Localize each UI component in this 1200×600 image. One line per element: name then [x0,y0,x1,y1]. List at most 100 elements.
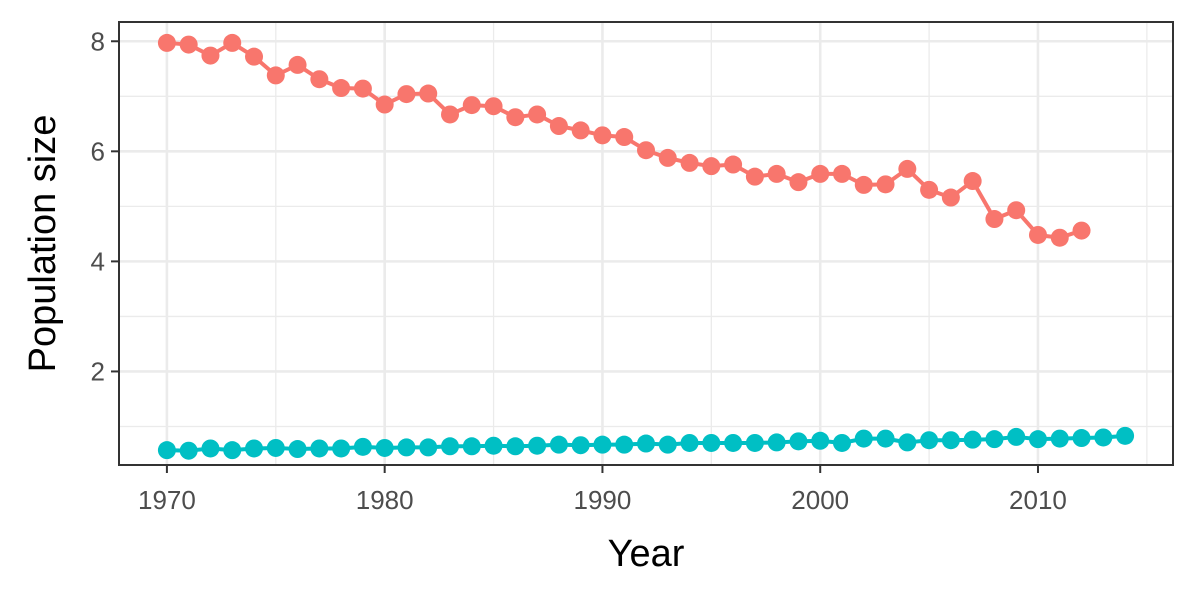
data-point [1028,430,1047,449]
x-tick-label: 1970 [138,485,196,515]
data-point [615,128,634,147]
data-point [157,33,176,52]
data-point [658,435,677,454]
data-point [1007,427,1026,446]
series-2 [157,426,1135,460]
data-point [332,79,351,98]
data-point [571,121,590,140]
data-point [876,429,895,448]
data-point [288,55,307,74]
data-point [680,433,699,452]
data-point [767,433,786,452]
data-point [332,439,351,458]
data-point [1050,429,1069,448]
data-point [724,433,743,452]
data-point [985,430,1004,449]
data-point [375,95,394,114]
y-axis-title: Population size [22,115,64,373]
data-point [223,33,242,52]
data-point [745,167,764,186]
data-point [811,431,830,450]
data-point [484,436,503,455]
data-point [1028,225,1047,244]
x-tick-label: 1990 [574,485,632,515]
data-point [245,47,264,66]
data-point [245,439,264,458]
data-point [920,431,939,450]
data-point [353,79,372,98]
data-point [854,429,873,448]
y-tick-label: 2 [91,356,105,386]
data-point [876,175,895,194]
data-point [506,437,525,456]
data-point [593,435,612,454]
data-point [288,440,307,459]
data-point [658,148,677,167]
y-tick-label: 4 [91,246,105,276]
data-point [767,164,786,183]
data-point [898,433,917,452]
data-point [419,84,438,103]
data-point [549,435,568,454]
data-point [941,188,960,207]
data-point [484,97,503,116]
data-point [832,164,851,183]
data-point [397,438,416,457]
data-point [1050,228,1069,247]
data-point [441,105,460,124]
series-layer [157,33,1135,460]
series-1 [157,33,1091,247]
x-tick-label: 2000 [791,485,849,515]
data-point [963,172,982,191]
minor-gridlines [119,22,1173,465]
data-point [1094,428,1113,447]
data-point [462,437,481,456]
data-point [201,439,220,458]
data-point [724,155,743,174]
y-tick-label: 8 [91,26,105,56]
data-point [615,435,634,454]
data-point [462,96,481,115]
data-point [637,434,655,453]
major-gridlines [119,22,1173,465]
data-point [680,153,699,172]
data-point [375,438,394,457]
x-tick-label: 1980 [356,485,414,515]
data-point [266,438,285,457]
x-tick-label: 2010 [1009,485,1067,515]
data-point [441,437,460,456]
data-point [854,175,873,194]
data-point [702,433,721,452]
data-point [702,157,721,176]
data-point [179,35,198,54]
data-point [789,432,808,451]
data-point [593,126,612,145]
data-point [1116,426,1135,445]
data-point [179,441,198,460]
data-point [419,438,438,457]
panel-border [118,21,1174,466]
data-point [528,436,547,455]
x-axis-title: Year [608,533,685,575]
data-point [789,173,808,192]
data-point [353,437,372,456]
data-point [1007,201,1026,220]
data-point [310,70,329,89]
data-point [528,105,547,124]
data-point [898,159,917,178]
data-point [223,441,242,460]
data-point [637,141,655,160]
data-point [985,210,1004,229]
data-point [549,117,568,136]
data-point [963,430,982,449]
axis-ticks [111,40,1039,473]
data-point [832,433,851,452]
data-point [920,180,939,199]
data-point [266,66,285,85]
data-point [157,441,176,460]
data-point [506,108,525,127]
axis-tick-labels: 1970 1980 1990 2000 2010 2 4 6 8 [91,26,1067,515]
data-point [201,46,220,65]
data-point [1072,429,1091,448]
